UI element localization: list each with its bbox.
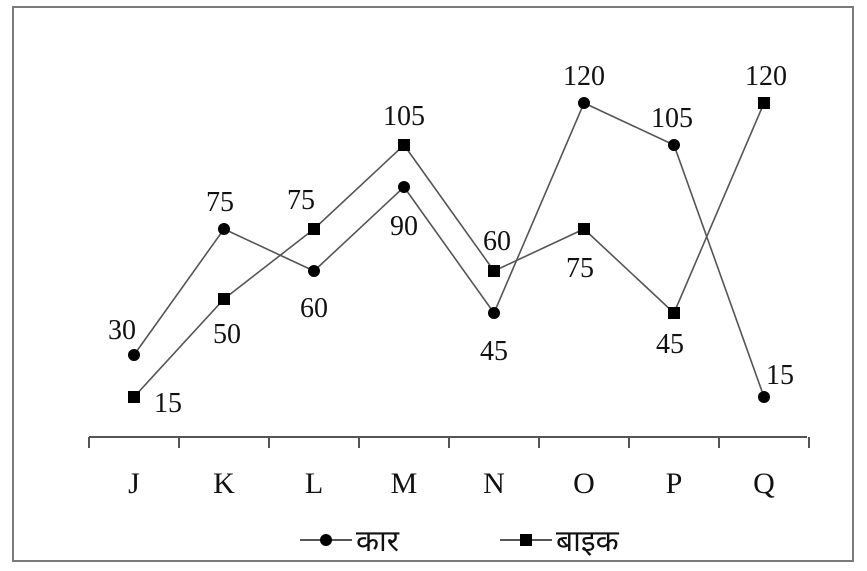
series-lines xyxy=(133,101,765,398)
point-car xyxy=(398,181,410,193)
data-label-bike: 15 xyxy=(154,388,182,419)
x-tick-label: L xyxy=(305,467,323,500)
data-label-bike: 60 xyxy=(483,226,511,257)
legend-item-bike: बाइक xyxy=(500,524,620,559)
data-label-car: 105 xyxy=(651,103,693,134)
data-label-car: 90 xyxy=(390,211,418,242)
data-label-bike: 105 xyxy=(383,101,425,132)
data-label-car: 45 xyxy=(480,336,508,367)
point-bike xyxy=(578,223,590,235)
series-markers xyxy=(128,97,770,403)
legend-label-car: कार xyxy=(356,524,400,559)
chart-frame xyxy=(12,6,854,562)
data-label-bike: 120 xyxy=(745,61,787,92)
series-line-car xyxy=(133,101,765,398)
point-bike xyxy=(488,265,500,277)
point-bike xyxy=(128,391,140,403)
point-car xyxy=(758,391,770,403)
x-tick-label: M xyxy=(391,467,418,500)
x-tick-label: P xyxy=(666,467,683,500)
point-bike xyxy=(758,97,770,109)
data-label-car: 75 xyxy=(206,187,234,218)
data-label-bike: 75 xyxy=(566,253,594,284)
point-car xyxy=(578,97,590,109)
point-car xyxy=(308,265,320,277)
data-label-bike: 75 xyxy=(287,185,315,216)
legend-item-car: कार xyxy=(300,524,400,559)
point-bike xyxy=(668,307,680,319)
x-tick-label: Q xyxy=(753,467,775,500)
data-label-car: 15 xyxy=(766,360,794,391)
x-axis: J K L M N O P Q xyxy=(88,436,810,500)
point-car xyxy=(668,139,680,151)
data-label-car: 120 xyxy=(563,61,605,92)
data-label-bike: 45 xyxy=(656,329,684,360)
point-car xyxy=(218,223,230,235)
x-tick-label: K xyxy=(213,467,235,500)
point-bike xyxy=(308,223,320,235)
legend-label-bike: बाइक xyxy=(556,524,620,559)
legend: कार बाइक xyxy=(300,524,620,559)
series-line-bike xyxy=(133,102,765,398)
legend-marker-car xyxy=(320,534,332,546)
data-label-car: 30 xyxy=(108,315,136,346)
data-labels: 30 75 60 90 45 120 105 15 15 50 75 105 60 75 45 120 xyxy=(108,61,794,419)
x-tick-label: J xyxy=(128,467,140,500)
point-bike xyxy=(398,139,410,151)
legend-marker-bike xyxy=(520,534,532,546)
point-car xyxy=(128,349,140,361)
x-tick-label: O xyxy=(573,467,595,500)
point-bike xyxy=(218,293,230,305)
data-label-car: 60 xyxy=(300,293,328,324)
data-label-bike: 50 xyxy=(213,319,241,350)
point-car xyxy=(488,307,500,319)
x-tick-label: N xyxy=(483,467,505,500)
